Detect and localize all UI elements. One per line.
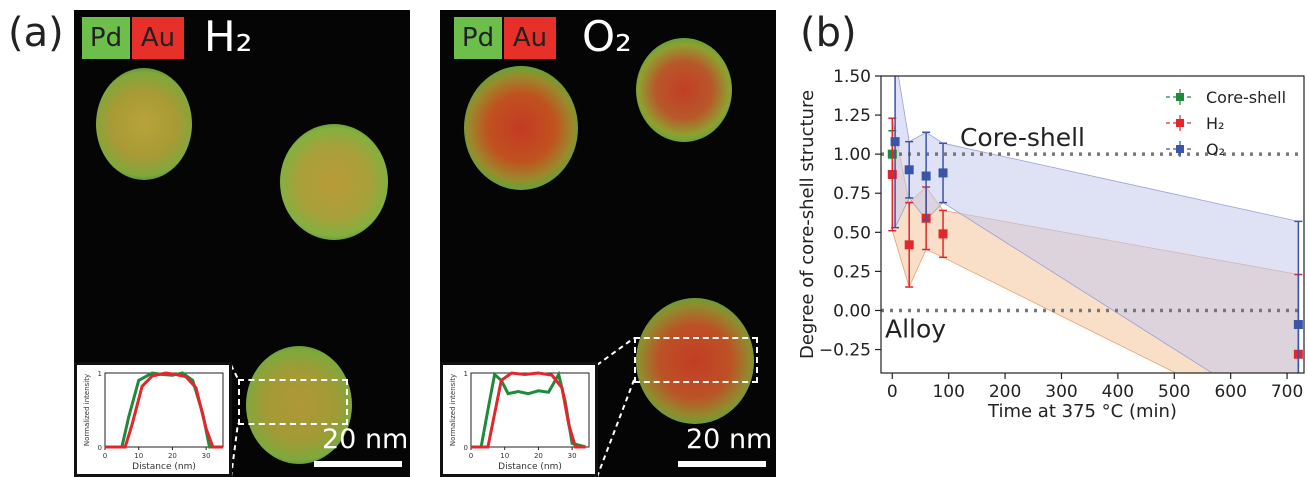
- inset-y-label: Normalized intensity: [449, 374, 457, 446]
- y-tick-label: 0.25: [833, 262, 871, 282]
- scale-bar: [678, 461, 766, 467]
- inset-axes-frame: [104, 372, 224, 448]
- nanoparticle: [464, 66, 578, 190]
- nanoparticle: [246, 346, 352, 464]
- inset-connector: [596, 337, 635, 477]
- panel-label-b: (b): [800, 10, 857, 56]
- legend-marker: [1176, 93, 1184, 101]
- x-tick-label: 700: [1271, 382, 1303, 402]
- inset-y-tick-label: 0: [98, 444, 102, 452]
- inset-x-tick-label: 20: [534, 452, 543, 460]
- x-tick-label: 400: [1102, 382, 1134, 402]
- annotation-core-shell: Core-shell: [960, 123, 1085, 152]
- line-profile-inset-h2: 0 10 20 30 0 1 Distance (nm) Normalized intensi…: [74, 362, 232, 477]
- pd-badge: Pd: [454, 17, 502, 59]
- data-point: [938, 229, 948, 239]
- inset-x-label: Distance (nm): [498, 462, 562, 472]
- pd-intensity-profile: [471, 370, 586, 449]
- y-tick-label: 1.25: [833, 106, 871, 126]
- au-intensity-profile: [105, 371, 223, 449]
- nanoparticle: [280, 124, 388, 240]
- confidence-band: [894, 76, 1299, 373]
- em-image-h2: Pd Au H₂ 20 nm 0 10 20 30 0 1 Distance (nm) Nor…: [74, 10, 410, 477]
- inset-x-tick-label: 0: [469, 452, 473, 460]
- line-profile-roi: [238, 379, 348, 425]
- y-tick-label: 1.00: [833, 145, 871, 165]
- legend-marker: [1176, 119, 1184, 127]
- x-tick-label: 300: [1045, 382, 1077, 402]
- y-tick-label: 0.75: [833, 184, 871, 204]
- pd-badge: Pd: [82, 17, 130, 59]
- data-point: [938, 168, 948, 178]
- inset-y-tick-label: 0: [464, 444, 468, 452]
- inset-x-tick-label: 0: [103, 452, 107, 460]
- em-image-o2: Pd Au O₂ 20 nm 0 10 20 30 0 1 Distance (nm) Nor…: [440, 10, 776, 477]
- gas-label-h2: H₂: [204, 12, 253, 61]
- x-axis-label: Time at 375 °C (min): [987, 401, 1177, 422]
- x-tick-label: 100: [932, 382, 964, 402]
- nanoparticle: [636, 38, 732, 142]
- inset-x-tick-label: 30: [202, 452, 211, 460]
- inset-x-tick-label: 30: [568, 452, 577, 460]
- inset-x-tick-label: 10: [500, 452, 509, 460]
- nanoparticle: [636, 298, 754, 424]
- x-tick-label: 200: [989, 382, 1021, 402]
- legend-label: Core-shell: [1206, 88, 1286, 107]
- inset-x-tick-label: 10: [134, 452, 143, 460]
- x-tick-label: 0: [887, 382, 898, 402]
- scale-bar-label: 20 nm: [686, 424, 773, 455]
- inset-plot: 0 10 20 30 0 1 Distance (nm) Normalized intensi…: [83, 370, 224, 472]
- inset-y-tick-label: 1: [98, 370, 102, 378]
- au-intensity-profile: [471, 371, 586, 449]
- axes-frame: [880, 75, 1305, 374]
- inset-y-label: Normalized intensity: [83, 374, 91, 446]
- pd-intensity-profile: [105, 371, 223, 449]
- x-tick-label: 500: [1158, 382, 1190, 402]
- data-point: [887, 169, 897, 179]
- data-point: [904, 240, 914, 250]
- panel-label-a: (a): [8, 10, 64, 56]
- au-badge: Au: [504, 17, 556, 59]
- annotation-alloy: Alloy: [885, 314, 946, 343]
- inset-x-tick-label: 20: [168, 452, 177, 460]
- au-badge: Au: [132, 17, 184, 59]
- legend-label: O₂: [1206, 140, 1225, 159]
- inset-connector: [230, 364, 239, 477]
- y-tick-label: −0.25: [819, 341, 871, 361]
- nanoparticle: [96, 68, 192, 180]
- line-profile-inset-o2: 0 10 20 30 0 1 Distance (nm) Normalized intensi…: [440, 362, 598, 477]
- scale-bar: [314, 461, 402, 467]
- scale-bar-label: 20 nm: [322, 424, 409, 455]
- core-shell-chart: 0 100 200 300 400 500 600 700 −0.25 0.00 0.25 0.50 0…: [797, 67, 1305, 422]
- y-tick-label: 0.00: [833, 301, 871, 321]
- inset-plot: 0 10 20 30 0 1 Distance (nm) Normalized intensi…: [449, 370, 590, 472]
- plot-area: [881, 76, 1304, 373]
- y-tick-label: 0.50: [833, 223, 871, 243]
- inset-x-label: Distance (nm): [132, 462, 196, 472]
- y-tick-label: 1.50: [833, 67, 871, 87]
- gas-label-o2: O₂: [582, 12, 632, 61]
- y-axis-label: Degree of core-shell structure: [797, 90, 818, 359]
- line-profile-roi: [634, 337, 758, 383]
- legend-marker: [1176, 145, 1184, 153]
- data-point: [904, 165, 914, 175]
- inset-y-tick-label: 1: [464, 370, 468, 378]
- legend-label: H₂: [1206, 114, 1224, 133]
- data-point: [921, 171, 931, 181]
- data-point: [890, 137, 900, 147]
- x-tick-label: 600: [1214, 382, 1246, 402]
- data-point: [1293, 320, 1303, 330]
